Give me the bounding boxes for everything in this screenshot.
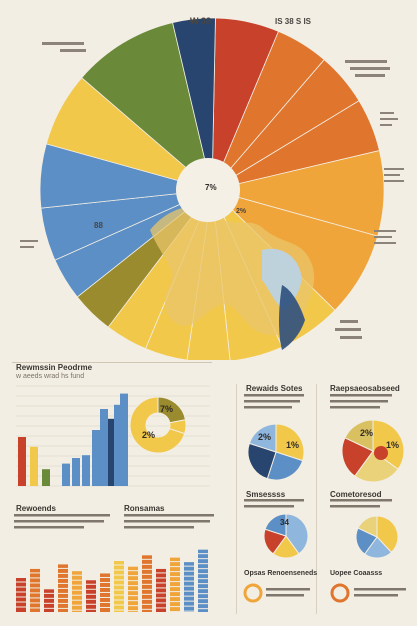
bl-lower-bar-chart: [16, 549, 208, 613]
pie-c-slice-0: [285, 513, 309, 555]
map-continent-shape: [150, 206, 315, 336]
bl-lower-bar-11: [170, 557, 180, 612]
main-pie-annotations: [20, 42, 404, 339]
pie-a-slice-0: [275, 423, 305, 462]
footer-icons: [243, 583, 406, 603]
main-pie-label-mid-left: 88: [94, 221, 103, 230]
bl-lower-bar-7: [114, 561, 124, 612]
bl-lower-bar-1: [30, 568, 40, 612]
pie-a-slice-3: [248, 423, 277, 453]
bl-donut-chart: [129, 396, 187, 454]
bl-caption-1: Rewoends: [16, 504, 57, 513]
bl-lower-bar-0: [16, 578, 26, 612]
bl-bar-9: [114, 404, 122, 486]
pie-b-title: Raepsaeosabseed: [330, 384, 400, 393]
pie-a-chart: [247, 423, 305, 481]
bl-bar-0: [18, 437, 26, 486]
column-divider-2: [316, 384, 317, 614]
bl-top-subtitle: w aeeds wrad hs fund: [16, 373, 85, 380]
main-pie-slice-17: [172, 17, 216, 191]
pie-a-label-1: 2%: [258, 432, 272, 442]
bl-lower-bar-8: [128, 566, 138, 612]
pie-b-text-lines: [330, 394, 392, 409]
bl-bar-7: [100, 409, 108, 486]
pie-a-title: Rewaids Sotes: [246, 384, 303, 393]
bl-bar-2: [42, 469, 50, 486]
main-pie-label-top-left: ₩ 38: [190, 16, 212, 26]
bl-caption-2: Ronsamas: [124, 504, 165, 513]
pie-a-label-2: 1%: [286, 440, 300, 450]
bl-lower-bar-2: [44, 589, 54, 612]
pie-b-chart: [341, 419, 405, 483]
bl-lower-bar-10: [156, 568, 166, 612]
column-divider: [236, 384, 237, 614]
bl-top-title: Rewmssin Peodrme: [16, 363, 93, 372]
bl-donut-label-a: 7%: [160, 404, 174, 414]
map-navy-strip: [279, 285, 305, 350]
bl-bar-10: [120, 393, 128, 486]
bl-bar-8: [108, 418, 116, 486]
bl-bar-4: [72, 458, 80, 486]
footer-right-title: Uopee Coaasss: [330, 570, 383, 577]
pie-a-slice-1: [266, 451, 304, 481]
footer-right-icon: [330, 583, 350, 603]
bl-lower-bar-4: [72, 571, 82, 612]
pie-b-slice-0: [372, 419, 405, 470]
main-pie-slice-16: [81, 22, 213, 192]
pie-a-text-lines: [244, 394, 304, 409]
bl-bar-chart: [16, 385, 210, 487]
pie-b-label-2: 1%: [386, 440, 400, 450]
main-pie-label-center-note: 2%: [236, 208, 247, 215]
bl-lower-bar-9: [142, 555, 152, 612]
bl-bar-1: [30, 446, 38, 486]
bl-lower-bar-5: [86, 580, 96, 612]
footer-left-title: Opsas Renoenseneds: [244, 570, 318, 577]
bl-donut-slice-2: [129, 396, 186, 454]
bl-bar-6: [92, 430, 100, 486]
pie-b-label-1: 2%: [360, 428, 374, 438]
main-pie-label-top-right: IS 38 S IS: [275, 17, 312, 26]
main-pie-center-disc: [176, 158, 240, 222]
pie-d-slice-0: [376, 515, 399, 554]
pie-b-inner-dot: [374, 446, 388, 460]
pie-c-label-1: 34: [280, 518, 289, 527]
section-divider: [12, 362, 212, 363]
pie-b-slice-3: [344, 419, 374, 452]
pie-d-title: Cometoresod: [330, 490, 382, 499]
pie-d-text-lines: [330, 499, 392, 508]
pie-c-slice-3: [264, 513, 287, 537]
pie-c-text-lines: [244, 499, 304, 508]
pie-a-slice-2: [247, 442, 277, 480]
bl-bar-5: [82, 455, 90, 486]
pie-c-chart: [263, 513, 309, 559]
pie-d-slice-3: [357, 515, 378, 538]
main-pie-chart: [39, 17, 385, 360]
bl-lower-bar-13: [198, 549, 208, 612]
pie-b-slice-1: [354, 450, 399, 483]
main-pie-center-label: 7%: [205, 183, 217, 192]
footer-left-icon: [243, 583, 263, 603]
bl-donut-label-b: 2%: [142, 430, 156, 440]
bl-lower-bar-12: [184, 562, 194, 612]
pie-d-chart: [355, 515, 399, 559]
bl-bar-3: [62, 463, 70, 486]
bl-caption-lines: [14, 514, 214, 529]
pie-c-title: Smsessss: [246, 490, 286, 499]
